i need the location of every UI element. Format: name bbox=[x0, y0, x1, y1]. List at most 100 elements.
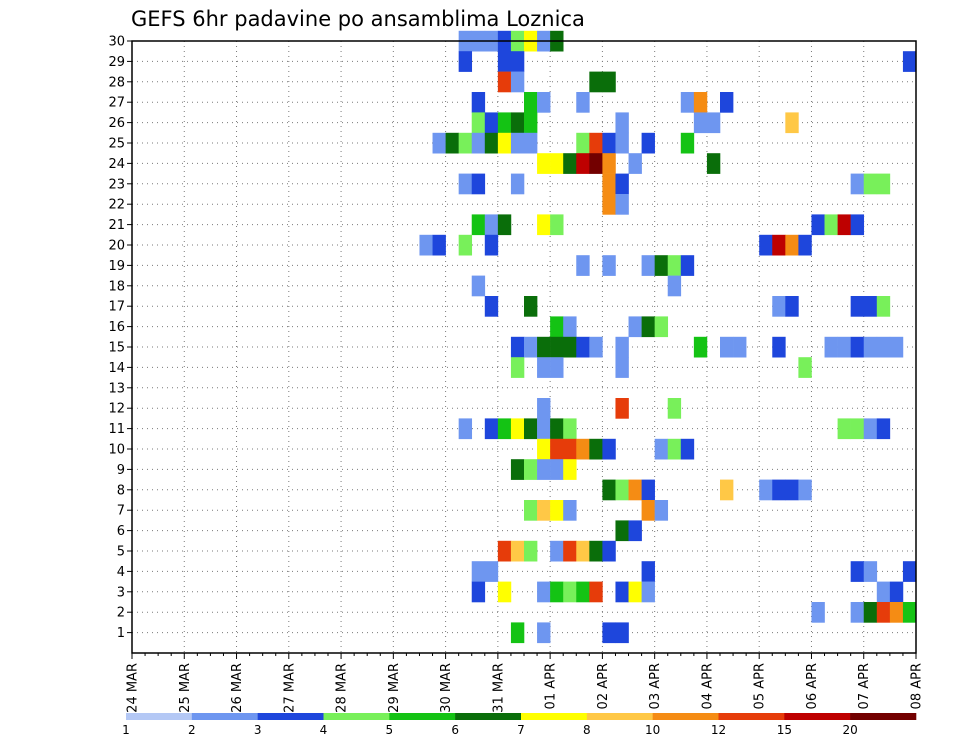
y-tick-label: 19 bbox=[108, 259, 125, 274]
x-tick-label: 03 APR bbox=[648, 663, 663, 709]
precip-cell bbox=[602, 153, 616, 174]
precip-cell bbox=[811, 214, 825, 236]
y-tick-label: 4 bbox=[117, 565, 125, 580]
precip-cell bbox=[576, 581, 590, 603]
precip-cell bbox=[615, 520, 629, 542]
precip-cell bbox=[667, 255, 682, 276]
precip-cell bbox=[615, 112, 629, 134]
precip-cell bbox=[537, 398, 551, 419]
precip-cell bbox=[628, 581, 642, 603]
colorbar-label: 20 bbox=[843, 723, 858, 737]
precip-cell bbox=[589, 540, 603, 562]
precip-cell bbox=[458, 51, 473, 72]
precip-cell bbox=[510, 540, 525, 562]
x-tick-label: 29 MAR bbox=[387, 663, 402, 713]
precip-cell bbox=[510, 173, 525, 195]
x-tick-label: 05 APR bbox=[753, 663, 768, 709]
colorbar-label: 7 bbox=[517, 723, 525, 737]
x-tick-label: 01 APR bbox=[544, 663, 559, 709]
colorbar-label: 1 bbox=[122, 723, 130, 737]
x-tick-label: 07 APR bbox=[857, 663, 872, 709]
precip-cell bbox=[850, 561, 865, 582]
precip-cell bbox=[497, 51, 512, 72]
precip-cell bbox=[510, 51, 525, 72]
colorbar-swatch bbox=[718, 713, 785, 720]
precip-cell bbox=[432, 234, 446, 256]
precip-cell bbox=[576, 336, 590, 358]
precip-cell bbox=[759, 234, 773, 256]
precip-cell bbox=[654, 255, 669, 276]
precip-cell bbox=[471, 275, 486, 297]
precip-cell bbox=[602, 622, 616, 644]
colorbar-swatch bbox=[191, 713, 258, 720]
y-tick-label: 3 bbox=[117, 585, 125, 600]
precip-cell bbox=[550, 336, 564, 358]
precip-cell bbox=[563, 418, 577, 440]
precip-cell bbox=[733, 336, 747, 358]
precip-cell bbox=[484, 561, 499, 582]
precip-cell bbox=[628, 520, 642, 542]
precip-cell bbox=[615, 357, 629, 378]
precip-cell bbox=[602, 194, 616, 215]
precip-cell bbox=[785, 234, 799, 256]
precip-cell bbox=[484, 296, 499, 317]
precip-cell bbox=[615, 194, 629, 215]
precip-cell bbox=[850, 602, 865, 623]
precip-cell bbox=[667, 438, 682, 460]
colorbar-swatch bbox=[455, 713, 522, 720]
precip-cell bbox=[706, 112, 721, 134]
precip-cell bbox=[458, 234, 473, 256]
y-tick-label: 28 bbox=[108, 75, 125, 90]
precip-cell bbox=[563, 459, 577, 480]
precip-cell bbox=[550, 357, 564, 378]
y-tick-label: 27 bbox=[108, 96, 125, 111]
precip-cell bbox=[837, 336, 851, 358]
precip-cell bbox=[589, 581, 603, 603]
y-tick-label: 2 bbox=[117, 606, 125, 621]
precip-cell bbox=[589, 153, 603, 174]
y-tick-label: 16 bbox=[108, 320, 125, 335]
y-tick-label: 14 bbox=[108, 361, 125, 376]
precip-cell bbox=[654, 316, 669, 338]
precip-cell bbox=[510, 132, 525, 154]
precip-cell bbox=[471, 561, 486, 582]
precip-cell bbox=[524, 540, 538, 562]
x-axis: 24 MAR 25 MAR 26 MAR 27 MAR 28 MAR 29 MAR 30 M… bbox=[126, 653, 925, 713]
y-tick-label: 5 bbox=[117, 545, 125, 560]
precip-cell bbox=[876, 173, 891, 195]
x-tick-label: 26 MAR bbox=[230, 663, 245, 713]
x-tick-label: 04 APR bbox=[700, 663, 715, 709]
precip-cell bbox=[484, 214, 499, 236]
precip-cell bbox=[628, 153, 642, 174]
x-tick-label: 27 MAR bbox=[282, 663, 297, 713]
y-tick-label: 20 bbox=[108, 239, 125, 254]
precip-cell bbox=[563, 316, 577, 338]
precip-cell bbox=[615, 132, 629, 154]
colorbar-swatch bbox=[521, 713, 588, 720]
precip-cell bbox=[524, 459, 538, 480]
precip-cell bbox=[537, 622, 551, 644]
precip-cell bbox=[484, 112, 499, 134]
precip-cell bbox=[602, 438, 616, 460]
precip-cell bbox=[889, 336, 904, 358]
precip-cell bbox=[889, 581, 904, 603]
colorbar-label: 15 bbox=[777, 723, 792, 737]
precip-cell bbox=[458, 173, 473, 195]
precip-cell bbox=[602, 540, 616, 562]
precip-cell bbox=[510, 336, 525, 358]
precip-cell bbox=[576, 153, 590, 174]
precip-cell bbox=[641, 479, 655, 501]
y-tick-label: 10 bbox=[108, 443, 125, 458]
precip-cell bbox=[484, 234, 499, 256]
x-tick-label: 06 APR bbox=[805, 663, 820, 709]
colorbar-label: 5 bbox=[386, 723, 394, 737]
precip-cell bbox=[863, 418, 878, 440]
precip-cell bbox=[850, 296, 865, 317]
precip-cell bbox=[863, 336, 878, 358]
precip-cell bbox=[537, 153, 551, 174]
precip-cell bbox=[720, 336, 734, 358]
precip-cell bbox=[524, 500, 538, 521]
y-tick-label: 30 bbox=[108, 35, 125, 50]
precip-cell bbox=[902, 51, 917, 72]
x-tick-label: 28 MAR bbox=[335, 663, 350, 713]
